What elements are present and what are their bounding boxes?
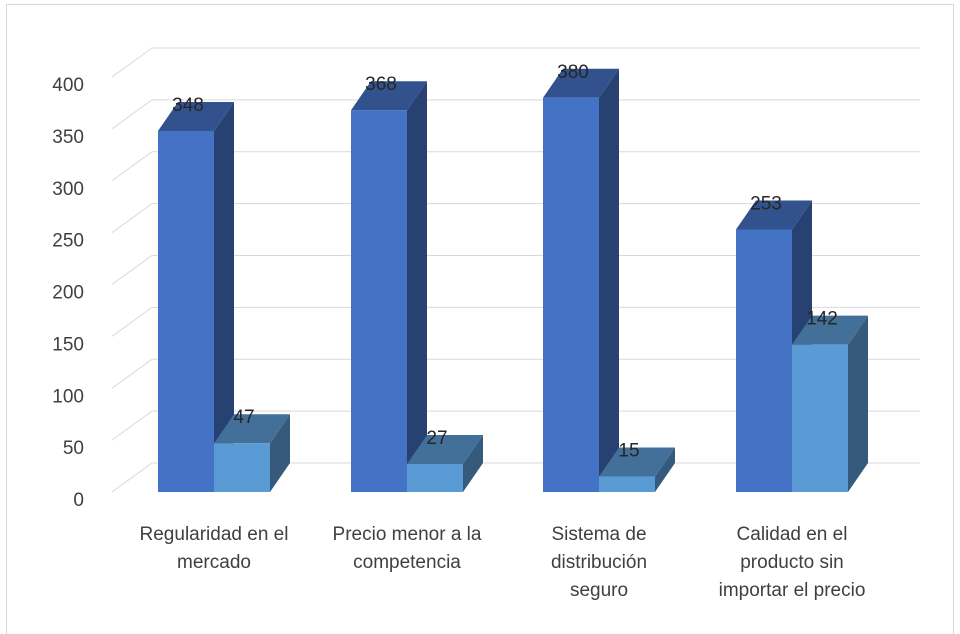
gridline xyxy=(111,99,920,130)
gridline xyxy=(111,151,920,182)
bar xyxy=(158,130,214,492)
gridlines xyxy=(111,47,920,493)
bar-top xyxy=(407,434,483,464)
bar-top xyxy=(158,101,234,131)
bar-top xyxy=(543,68,619,98)
bar-side xyxy=(463,434,483,492)
bar xyxy=(407,463,463,492)
x-tick-label: Sistema de distribución seguro xyxy=(551,524,647,601)
data-label: 253 xyxy=(750,194,782,215)
bar-top xyxy=(599,447,675,477)
gridline xyxy=(111,306,920,337)
gridline xyxy=(111,203,920,234)
y-tick-label: 0 xyxy=(73,490,84,511)
bar-top xyxy=(736,200,812,230)
data-label: 368 xyxy=(365,74,397,95)
y-axis-ticks: 0 50 100 150 200 250 300 350 400 xyxy=(52,75,84,511)
y-tick-label: 350 xyxy=(52,127,84,148)
bar xyxy=(792,344,848,492)
data-label: 142 xyxy=(806,309,838,330)
bar-side xyxy=(848,315,868,492)
gridline xyxy=(111,47,920,78)
data-label: 27 xyxy=(426,428,447,449)
x-axis-labels: Regularidad en el mercado Precio menor a l… xyxy=(140,524,866,601)
y-tick-label: 100 xyxy=(52,386,84,407)
bar-top xyxy=(351,81,427,111)
bar-top xyxy=(792,315,868,345)
bar-top xyxy=(214,414,290,444)
bar xyxy=(736,229,792,492)
x-tick-label: Calidad en el producto sin importar el pre… xyxy=(719,524,866,601)
y-tick-label: 200 xyxy=(52,283,84,304)
x-tick-label: Precio menor a la competencia xyxy=(333,524,482,573)
y-tick-label: 250 xyxy=(52,231,84,252)
data-label: 380 xyxy=(557,62,589,83)
bar xyxy=(214,443,270,492)
gridline xyxy=(111,410,920,441)
gridline xyxy=(111,255,920,285)
bar-side xyxy=(270,414,290,492)
x-tick-label: Regularidad en el mercado xyxy=(140,524,289,573)
bar-side xyxy=(599,68,619,492)
data-labels: 348 368 380 253 47 27 15 142 xyxy=(172,62,838,462)
y-tick-label: 300 xyxy=(52,179,84,200)
bar xyxy=(543,97,599,492)
bar-side xyxy=(214,101,234,492)
data-label: 348 xyxy=(172,95,204,116)
chart-frame xyxy=(6,4,954,634)
y-tick-label: 150 xyxy=(52,334,84,355)
data-label: 15 xyxy=(618,440,639,461)
bar-side xyxy=(655,447,675,492)
y-tick-label: 50 xyxy=(63,438,84,459)
y-tick-label: 400 xyxy=(52,75,84,96)
gridline xyxy=(111,358,920,389)
bar-side xyxy=(407,81,427,492)
bars xyxy=(158,68,868,492)
bar xyxy=(351,110,407,492)
bar xyxy=(599,476,655,492)
data-label: 47 xyxy=(233,407,254,428)
